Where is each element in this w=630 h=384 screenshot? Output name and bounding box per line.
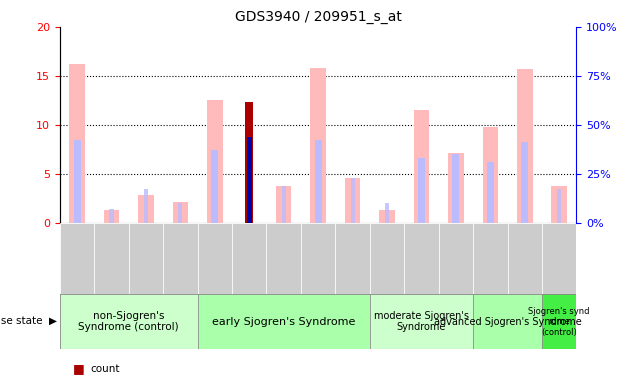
- Text: ■: ■: [72, 362, 84, 375]
- Bar: [508, 223, 542, 294]
- Text: moderate Sjogren's
Syndrome: moderate Sjogren's Syndrome: [374, 311, 469, 333]
- Bar: [345, 178, 360, 223]
- Bar: [311, 68, 326, 223]
- Bar: [163, 223, 198, 294]
- Bar: [542, 223, 576, 294]
- Bar: [473, 223, 508, 294]
- Bar: [198, 294, 370, 349]
- Bar: [452, 154, 459, 223]
- Bar: [110, 209, 113, 223]
- Bar: [276, 187, 292, 223]
- Bar: [385, 203, 389, 223]
- Bar: [198, 223, 232, 294]
- Bar: [266, 223, 301, 294]
- Bar: [144, 189, 148, 223]
- Bar: [414, 110, 429, 223]
- Bar: [418, 158, 425, 223]
- Title: GDS3940 / 209951_s_at: GDS3940 / 209951_s_at: [235, 10, 401, 25]
- Text: disease state  ▶: disease state ▶: [0, 316, 57, 326]
- Bar: [212, 150, 218, 223]
- Bar: [350, 178, 355, 223]
- Bar: [60, 223, 94, 294]
- Bar: [173, 202, 188, 223]
- Text: ■: ■: [72, 383, 84, 384]
- Bar: [74, 141, 81, 223]
- Bar: [542, 294, 576, 349]
- Bar: [522, 142, 528, 223]
- Bar: [370, 223, 404, 294]
- Bar: [178, 203, 183, 223]
- Bar: [282, 185, 286, 223]
- Text: Sjogren's synd
rome
(control): Sjogren's synd rome (control): [529, 307, 590, 336]
- Bar: [557, 189, 561, 223]
- Bar: [483, 127, 498, 223]
- Bar: [404, 223, 438, 294]
- Bar: [438, 223, 473, 294]
- Bar: [245, 102, 253, 223]
- Bar: [335, 223, 370, 294]
- Bar: [94, 223, 129, 294]
- Text: non-Sjogren's
Syndrome (control): non-Sjogren's Syndrome (control): [78, 311, 179, 333]
- Bar: [129, 223, 163, 294]
- Bar: [379, 210, 395, 223]
- Bar: [551, 185, 567, 223]
- Bar: [448, 153, 464, 223]
- Text: early Sjogren's Syndrome: early Sjogren's Syndrome: [212, 316, 355, 327]
- Bar: [104, 210, 119, 223]
- Bar: [517, 69, 532, 223]
- Bar: [370, 294, 473, 349]
- Bar: [301, 223, 335, 294]
- Bar: [138, 195, 154, 223]
- Bar: [487, 162, 494, 223]
- Bar: [315, 141, 321, 223]
- Text: advanced Sjogren's Syndrome: advanced Sjogren's Syndrome: [433, 316, 581, 327]
- Bar: [60, 294, 198, 349]
- Bar: [246, 137, 252, 223]
- Bar: [69, 64, 85, 223]
- Bar: [473, 294, 542, 349]
- Text: count: count: [90, 364, 120, 374]
- Bar: [207, 100, 222, 223]
- Bar: [232, 223, 266, 294]
